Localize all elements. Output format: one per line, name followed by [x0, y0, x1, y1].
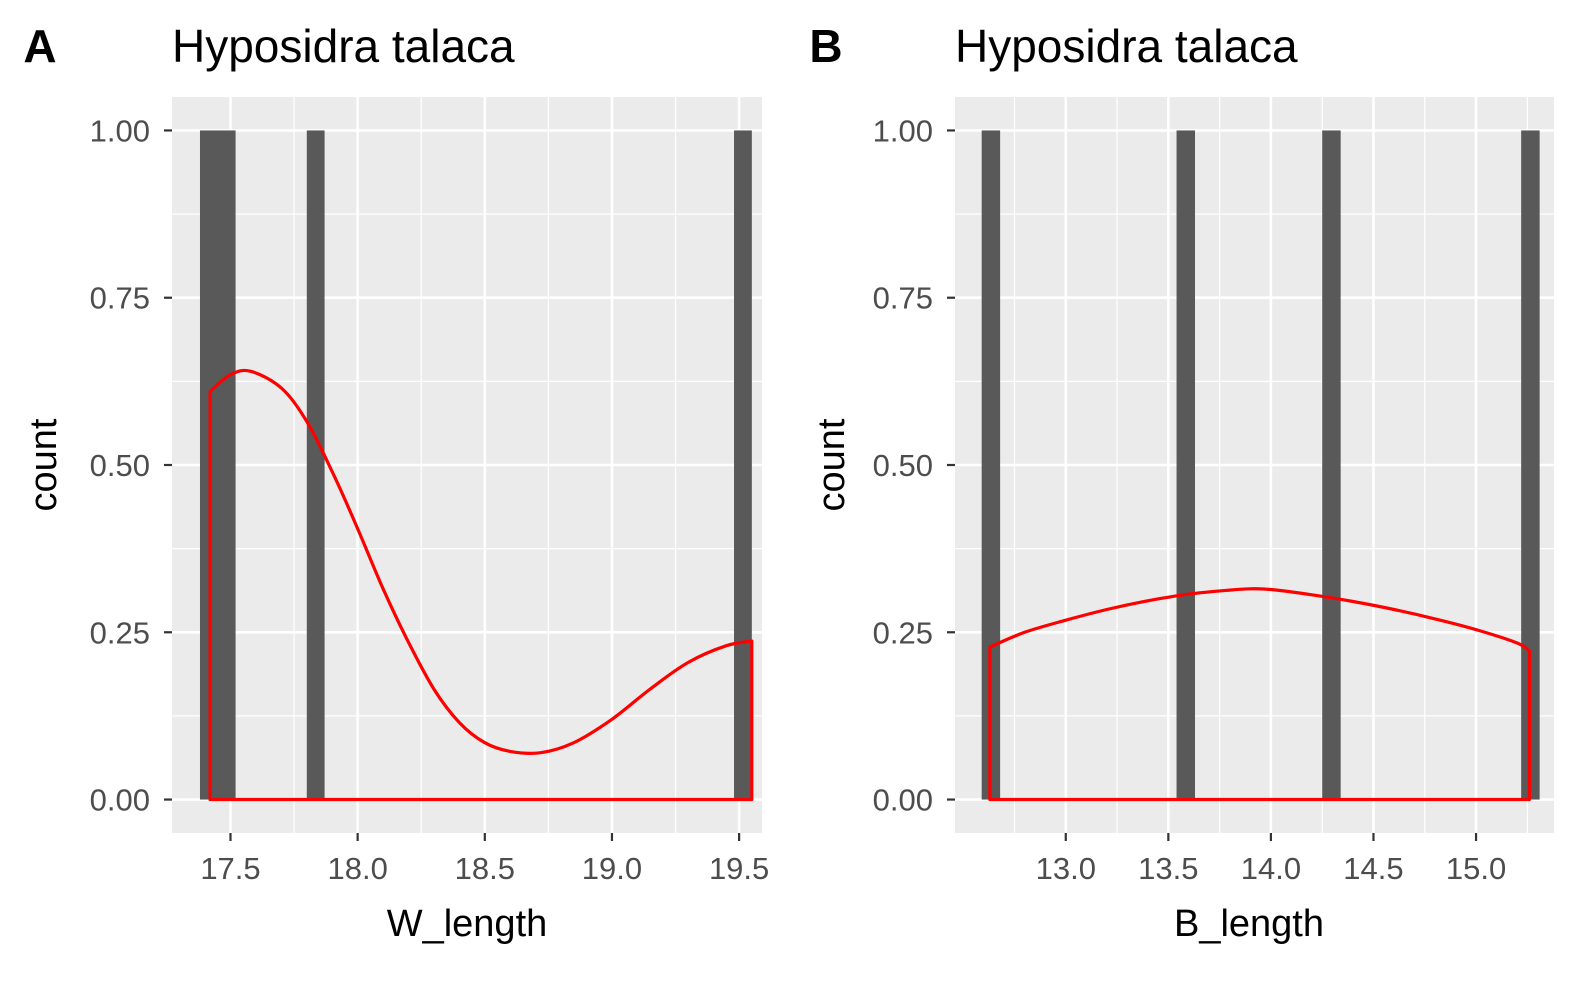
x-tick-label: 13.0	[1036, 851, 1096, 886]
y-tick-label: 0.75	[873, 281, 933, 316]
panel-b: B Hyposidra talaca 0.00 0.25 0.50 0.75 1.00 13.…	[809, 20, 1554, 945]
y-tick-label: 1.00	[90, 113, 150, 148]
x-tick-label: 13.5	[1138, 851, 1198, 886]
histogram-bar	[199, 130, 236, 800]
panel-tag: A	[23, 20, 56, 72]
y-tick-label: 0.00	[873, 783, 933, 818]
x-tick-label: 18.5	[455, 851, 515, 886]
x-tick-label: 17.5	[200, 851, 260, 886]
x-tick-label: 15.0	[1446, 851, 1506, 886]
y-tick-label: 0.25	[873, 615, 933, 650]
density-curve	[208, 368, 754, 802]
x-tick-label: 18.0	[327, 851, 387, 886]
y-tick-label: 0.00	[90, 783, 150, 818]
x-tick-label: 14.0	[1241, 851, 1301, 886]
y-tick-label: 0.75	[90, 281, 150, 316]
chart-title: Hyposidra talaca	[172, 20, 515, 72]
x-axis-label: B_length	[1174, 903, 1324, 945]
x-tick-label: 19.0	[582, 851, 642, 886]
histogram-bar	[1521, 130, 1540, 800]
chart-title: Hyposidra talaca	[955, 20, 1298, 72]
y-tick-label: 0.25	[90, 615, 150, 650]
density-curve	[988, 587, 1531, 802]
y-tick-label: 1.00	[873, 113, 933, 148]
y-axis-label: count	[811, 418, 853, 511]
histogram-bar	[1322, 130, 1341, 800]
histogram-bar	[981, 130, 1001, 800]
histogram-bar	[306, 130, 325, 800]
y-axis-label: count	[23, 418, 65, 511]
histogram-bar	[734, 130, 752, 800]
panel-tag: B	[809, 20, 842, 72]
x-tick-label: 19.5	[709, 851, 769, 886]
panel-a: A Hyposidra talaca 0.00 0.25 0.50 0.75 1.00 17.…	[23, 20, 769, 945]
y-tick-label: 0.50	[873, 448, 933, 483]
histogram-bar	[1176, 130, 1196, 800]
y-tick-label: 0.50	[90, 448, 150, 483]
x-axis-label: W_length	[387, 903, 548, 945]
x-tick-label: 14.5	[1343, 851, 1403, 886]
